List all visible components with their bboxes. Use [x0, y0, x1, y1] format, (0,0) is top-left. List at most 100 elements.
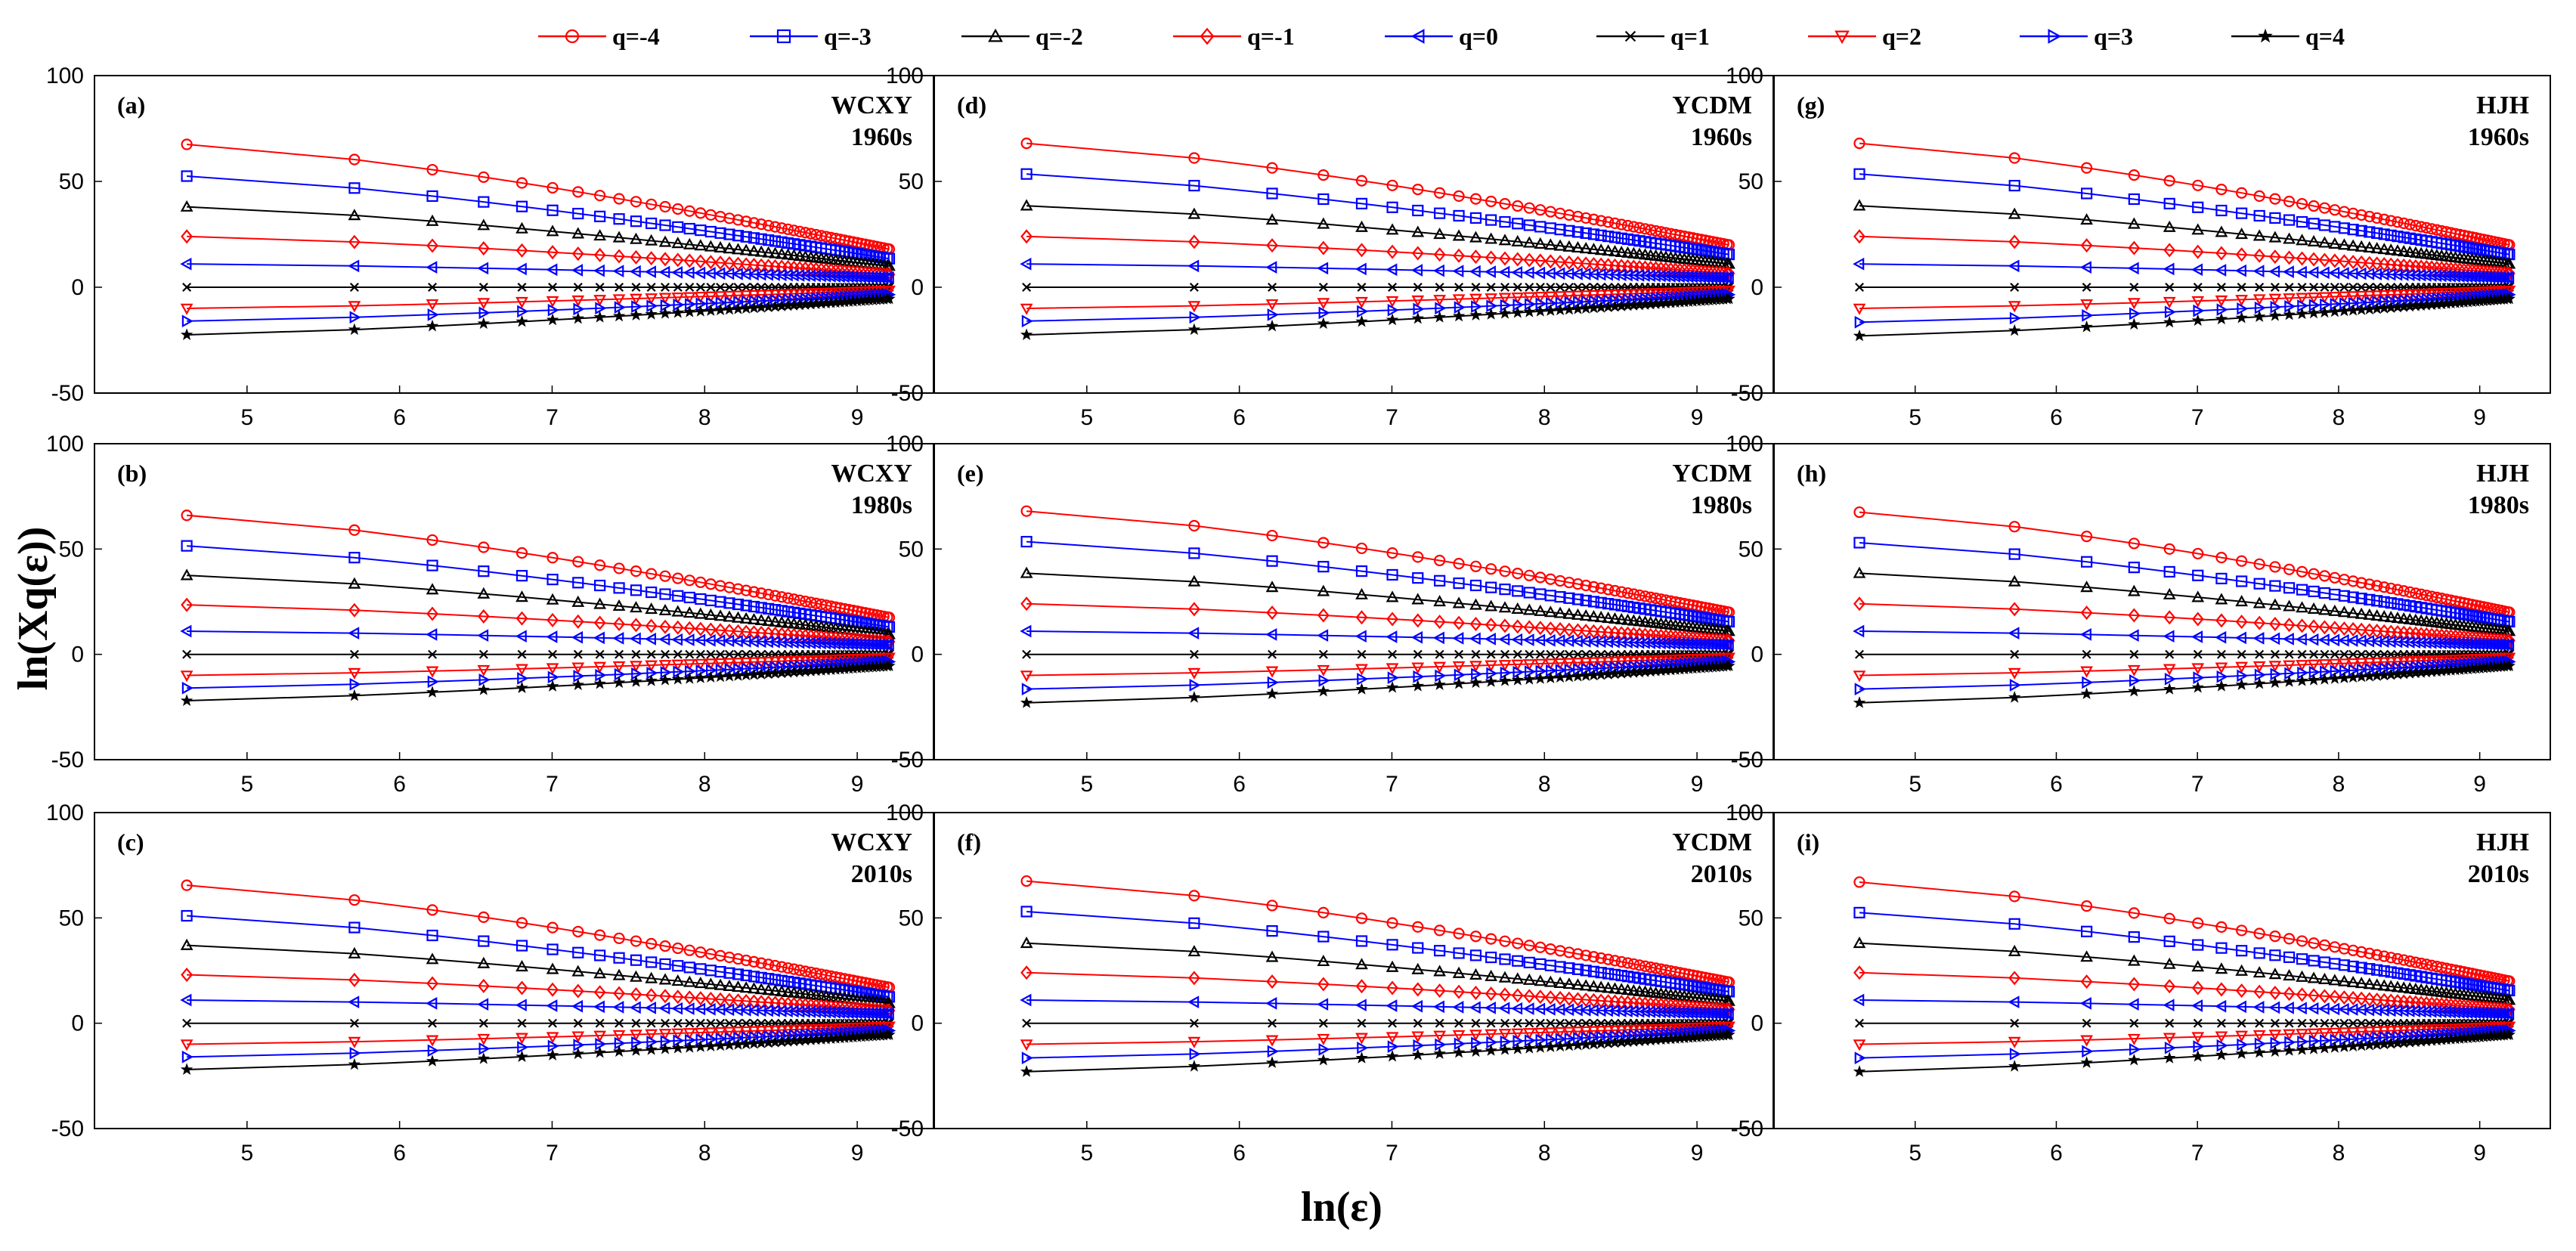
data-point — [2253, 190, 2265, 202]
data-point — [1498, 633, 1510, 646]
data-point — [1265, 628, 1277, 641]
data-point — [2318, 1042, 2331, 1054]
data-point — [348, 921, 361, 934]
data-point — [1580, 579, 1592, 592]
data-point — [2282, 633, 2294, 646]
data-point — [763, 588, 775, 601]
data-point — [683, 574, 695, 587]
data-point — [1633, 959, 1646, 971]
data-point — [1500, 666, 1512, 680]
data-point — [2253, 310, 2266, 322]
data-point — [2338, 238, 2351, 250]
data-point — [631, 283, 641, 292]
data-point — [1587, 980, 1600, 992]
data-point — [2129, 673, 2141, 687]
data-point — [629, 265, 641, 278]
data-point — [763, 602, 775, 615]
data-point — [659, 958, 671, 971]
y-tick-label: -50 — [51, 748, 84, 773]
data-point — [2307, 659, 2321, 671]
data-point — [2215, 552, 2228, 564]
data-point — [2500, 271, 2513, 284]
data-point — [1485, 933, 1497, 945]
panel-title-site: YCDM — [1672, 460, 1752, 488]
data-point — [1615, 599, 1627, 612]
data-point — [2454, 965, 2466, 977]
data-point — [1188, 179, 1200, 192]
data-point — [882, 1007, 894, 1020]
data-point — [1512, 1034, 1525, 1048]
legend-item: q=0 — [1385, 23, 1498, 50]
data-point — [2330, 1018, 2339, 1028]
data-point — [2191, 612, 2204, 627]
data-point — [1621, 246, 1634, 258]
y-tick-label: 100 — [1726, 63, 1763, 88]
data-point — [763, 234, 775, 246]
data-point — [2008, 234, 2021, 249]
panel-title-site: YCDM — [1672, 91, 1752, 119]
data-point — [1020, 535, 1033, 548]
data-point — [732, 598, 745, 611]
data-point — [2328, 672, 2342, 684]
data-point — [2235, 1030, 2248, 1042]
data-point — [2338, 959, 2350, 971]
data-point — [595, 668, 607, 682]
data-point — [2500, 1007, 2513, 1020]
data-point — [2215, 246, 2228, 261]
data-point — [2392, 584, 2404, 596]
data-point — [694, 607, 707, 619]
data-point — [1386, 547, 1398, 559]
data-point — [723, 951, 735, 964]
data-point — [1854, 315, 1866, 329]
data-point — [1411, 225, 1425, 237]
data-point — [546, 574, 559, 586]
data-point — [723, 967, 735, 979]
data-point — [882, 638, 894, 652]
data-point — [2128, 977, 2141, 992]
data-point — [1434, 945, 1446, 957]
data-point — [612, 1030, 626, 1042]
data-point — [348, 667, 361, 680]
x-tick-label: 5 — [240, 405, 253, 430]
data-point — [1187, 1036, 1201, 1048]
data-point — [683, 292, 696, 304]
data-point — [1435, 302, 1447, 315]
data-point — [1411, 295, 1425, 307]
data-point — [1355, 1033, 1368, 1045]
data-point — [1453, 209, 1465, 222]
data-point — [428, 649, 438, 659]
data-point — [2295, 633, 2307, 646]
data-point — [1594, 980, 1608, 992]
data-point — [645, 308, 658, 320]
series-q=0 — [1020, 257, 1734, 284]
data-point — [1639, 960, 1652, 972]
data-point — [748, 217, 760, 229]
data-point — [1265, 581, 1279, 593]
data-point — [2191, 263, 2203, 277]
data-point — [2252, 1030, 2266, 1042]
data-point — [1553, 1039, 1567, 1052]
y-tick-label: 100 — [46, 432, 84, 457]
data-point — [1524, 1034, 1537, 1047]
data-point — [2163, 296, 2176, 309]
data-point — [1355, 935, 1368, 947]
data-point — [762, 614, 776, 626]
data-point — [2346, 658, 2360, 670]
series-q=0 — [1020, 993, 1734, 1020]
data-point — [2216, 303, 2228, 317]
data-point — [2497, 271, 2509, 284]
data-point — [1524, 298, 1537, 311]
x-tick-label: 5 — [240, 772, 253, 797]
series-q=0 — [180, 257, 894, 284]
data-point — [2215, 921, 2228, 934]
data-point — [1853, 229, 1865, 244]
data-point — [1627, 958, 1639, 971]
data-point — [1411, 311, 1425, 324]
data-point — [546, 313, 559, 326]
data-point — [1720, 271, 1732, 284]
data-point — [1435, 649, 1444, 659]
panel-label: (c) — [117, 828, 144, 856]
data-point — [2403, 268, 2415, 282]
x-tick-label: 7 — [1386, 772, 1398, 797]
data-point — [2440, 628, 2453, 643]
